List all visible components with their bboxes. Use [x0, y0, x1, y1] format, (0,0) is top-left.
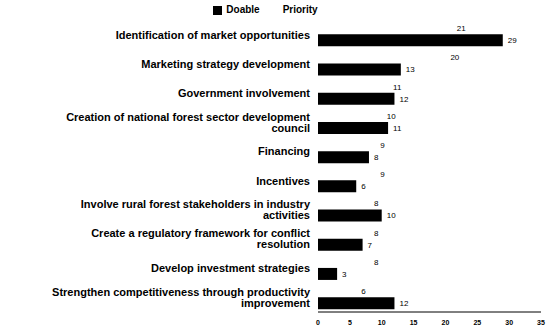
- svg-text:15: 15: [410, 319, 418, 326]
- svg-text:9: 9: [380, 170, 385, 179]
- svg-text:8: 8: [374, 229, 379, 238]
- svg-text:12: 12: [399, 95, 408, 104]
- svg-text:8: 8: [374, 153, 379, 162]
- svg-text:Incentives: Incentives: [256, 175, 310, 187]
- svg-text:6: 6: [361, 182, 366, 191]
- svg-text:6: 6: [361, 287, 366, 296]
- svg-text:30: 30: [505, 319, 513, 326]
- svg-text:35: 35: [537, 319, 545, 326]
- svg-text:Government involvement: Government involvement: [178, 87, 310, 99]
- svg-text:8: 8: [374, 258, 379, 267]
- svg-text:21: 21: [457, 24, 466, 33]
- svg-text:29: 29: [508, 36, 517, 45]
- svg-text:10: 10: [378, 319, 386, 326]
- svg-text:Involve rural forest stakehold: Involve rural forest stakeholders in ind…: [81, 198, 311, 221]
- svg-text:Strengthen competitiveness thr: Strengthen competitiveness through produ…: [52, 286, 311, 309]
- svg-text:3: 3: [342, 270, 347, 279]
- svg-text:12: 12: [399, 299, 408, 308]
- svg-text:Identification of market oppor: Identification of market opportunities: [116, 29, 310, 41]
- svg-text:9: 9: [380, 141, 385, 150]
- svg-text:13: 13: [406, 65, 415, 74]
- svg-text:10: 10: [387, 112, 396, 121]
- svg-text:0: 0: [316, 319, 320, 326]
- svg-text:11: 11: [393, 124, 402, 133]
- svg-text:20: 20: [450, 53, 459, 62]
- html-text:Doable: Doable: [226, 4, 260, 15]
- svg-text:11: 11: [393, 83, 402, 92]
- svg-text:Develop investment strategies: Develop investment strategies: [151, 262, 310, 274]
- svg-text:20: 20: [442, 319, 450, 326]
- svg-text:8: 8: [374, 199, 379, 208]
- svg-text:5: 5: [348, 319, 352, 326]
- svg-text:25: 25: [473, 319, 481, 326]
- svg-text:Create a regulatory framework: Create a regulatory framework for confli…: [91, 227, 310, 250]
- svg-text:Marketing strategy development: Marketing strategy development: [141, 58, 310, 70]
- svg-text:7: 7: [368, 241, 373, 250]
- html-text:Priority: Priority: [282, 4, 318, 15]
- svg-text:Financing: Financing: [258, 145, 310, 157]
- svg-text:Creation of national forest se: Creation of national forest sector devel…: [66, 111, 310, 134]
- svg-text:10: 10: [387, 211, 396, 220]
